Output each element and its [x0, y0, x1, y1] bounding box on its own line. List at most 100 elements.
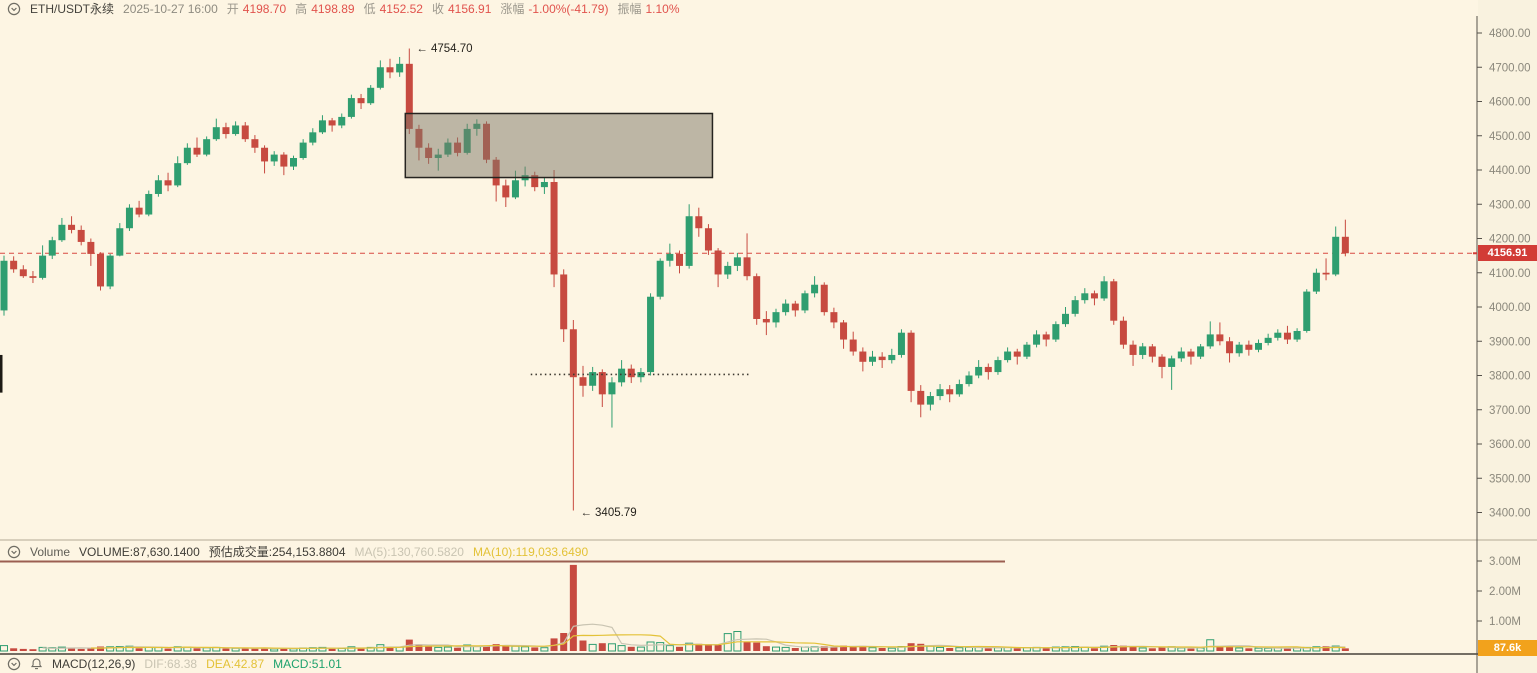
volume-bar-down	[1110, 645, 1118, 651]
volume-bar-down	[598, 643, 606, 651]
candle-body	[637, 372, 645, 378]
volume-bar-up	[1196, 647, 1205, 652]
high-price-annotation: ← 4754.70	[416, 43, 472, 55]
collapse-macd-pane-icon[interactable]	[7, 657, 21, 671]
candle-body	[405, 63, 413, 129]
volume-bar-down	[753, 642, 761, 651]
price-axis[interactable]	[1478, 0, 1537, 673]
volume-bar-down	[97, 646, 104, 651]
candle-body	[840, 322, 848, 340]
volume-bar-down	[1322, 646, 1330, 651]
price-axis-label: 3500.00	[1489, 473, 1531, 485]
current-price-badge: 4156.91	[1478, 245, 1537, 261]
volume-bar-down	[502, 645, 510, 651]
volume-bar-down	[1216, 646, 1224, 651]
close-value: 4156.91	[448, 1, 492, 16]
volume-bar-up	[955, 647, 964, 652]
price-axis-scale[interactable]: 4800.00 4700.00 4600.00 4500.00 4400.00 4300.…	[1473, 16, 1531, 673]
candle-body	[10, 260, 18, 270]
candle-body	[1071, 300, 1079, 314]
price-axis-label: 4100.00	[1489, 268, 1531, 280]
candle-body	[1177, 351, 1185, 359]
candle-body	[859, 351, 867, 362]
volume-bar-down	[1245, 648, 1253, 651]
volume-bar-down	[627, 646, 635, 651]
volume-bar-up	[1312, 646, 1321, 652]
volume-bar-down	[1283, 648, 1291, 651]
volume-bar-down	[1129, 646, 1137, 651]
volume-bar-down	[1187, 648, 1195, 651]
candle-body	[1303, 291, 1311, 331]
volume-bar-down	[704, 644, 712, 651]
volume-bar-up	[115, 646, 124, 652]
volume-ma10-value: MA(10):119,033.6490	[472, 544, 589, 559]
candle-body	[926, 396, 934, 405]
candle-body	[1216, 334, 1224, 342]
volume-bar-down	[984, 648, 992, 651]
candle-body	[598, 372, 606, 395]
volume-bar-down	[830, 646, 838, 651]
candle-body	[39, 255, 47, 278]
volume-bar-down	[19, 648, 27, 651]
candle-body	[58, 224, 66, 241]
high-value: 4198.89	[311, 1, 355, 16]
collapse-volume-pane-icon[interactable]	[7, 545, 21, 559]
supply-zone-box[interactable]	[404, 112, 714, 179]
candle-body	[357, 98, 365, 104]
candle-body	[685, 216, 693, 266]
volume-bar-up	[1061, 646, 1070, 652]
volume-bar-up	[936, 646, 945, 652]
volume-bar-down	[878, 648, 886, 651]
candle-body	[502, 185, 510, 198]
volume-indicator-title: Volume	[30, 544, 71, 559]
partial-drawing-rect[interactable]	[0, 354, 3, 393]
candle-body	[309, 132, 317, 143]
volume-bar-down	[193, 648, 201, 651]
candle-body	[1293, 330, 1301, 340]
volume-bar-up	[1254, 647, 1263, 652]
candle-body	[782, 303, 790, 313]
volume-bar-down	[695, 643, 703, 651]
candlestick-layer[interactable]	[0, 48, 1349, 511]
candle-body	[68, 224, 76, 230]
candle-body	[154, 180, 162, 194]
candle-body	[965, 375, 973, 385]
volume-bar-up	[521, 646, 530, 652]
candle-body	[540, 181, 548, 188]
candle-body	[193, 147, 201, 155]
candle-body	[145, 193, 153, 215]
candle-body	[1023, 344, 1031, 357]
price-axis-label: 4800.00	[1489, 28, 1531, 40]
change-label: 涨幅	[500, 2, 525, 16]
volume-bar-up	[443, 646, 452, 652]
price-axis-label: 4500.00	[1489, 131, 1531, 143]
volume-bar-down	[531, 647, 539, 651]
volume-bar-down	[762, 646, 770, 651]
candle-body	[1245, 344, 1253, 350]
volume-bar-down	[415, 644, 423, 651]
candle-body	[135, 207, 143, 215]
candle-body	[1264, 337, 1272, 343]
price-axis-label: 3400.00	[1489, 508, 1531, 520]
volume-bar-down	[386, 647, 394, 651]
volume-layer[interactable]	[0, 564, 1349, 652]
collapse-main-pane-icon[interactable]	[7, 2, 21, 16]
candle-body	[801, 293, 809, 311]
alert-bell-icon[interactable]	[30, 657, 43, 671]
candle-body	[299, 142, 307, 159]
volume-bar-up	[1235, 647, 1244, 652]
volume-bar-up	[318, 646, 327, 652]
candle-body	[1312, 272, 1320, 292]
candle-body	[1110, 281, 1118, 321]
candle-body	[878, 356, 886, 361]
volume-bar-down	[569, 564, 577, 651]
volume-bar-up	[1264, 647, 1273, 652]
volume-bar-up	[57, 646, 66, 652]
volume-current-value: VOLUME:87,630.1400	[79, 544, 200, 559]
candle-body	[907, 332, 915, 391]
candle-body	[830, 312, 838, 323]
candle-body	[1129, 344, 1137, 355]
candle-datetime: 2025-10-27 16:00	[123, 1, 218, 16]
candle-body	[183, 147, 191, 164]
